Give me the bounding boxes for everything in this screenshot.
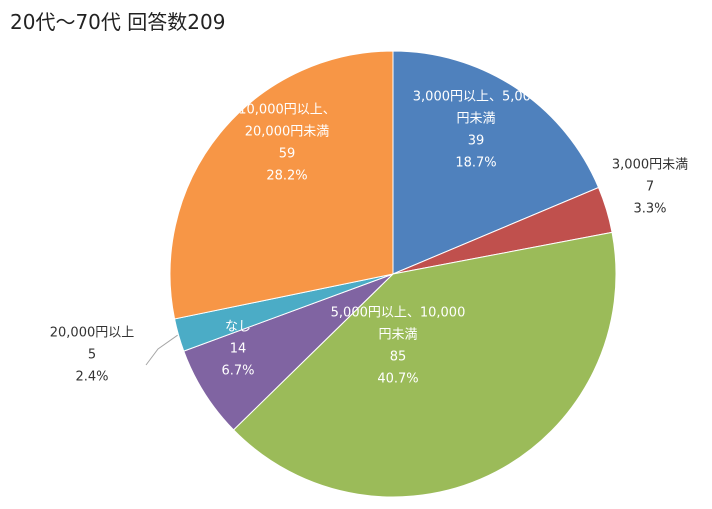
slice-count-4: 5 (88, 348, 96, 363)
slice-count-5: 59 (279, 147, 296, 162)
slice-percent-3: 6.7% (221, 364, 254, 379)
slice-percent-5: 28.2% (266, 169, 307, 184)
slice-label-line-4-0: 20,000円以上 (50, 326, 135, 341)
slice-percent-4: 2.4% (75, 370, 108, 385)
slice-label-line-5-0: 10,000円以上、 (238, 103, 336, 118)
leader-line-4 (145, 334, 178, 366)
slice-label-line-5-1: 20,000円未満 (245, 125, 330, 140)
slice-percent-0: 18.7% (455, 156, 496, 171)
slice-label-line-0-0: 3,000円以上、5,000 (413, 90, 539, 105)
slice-label-line-2-0: 5,000円以上、10,000 (331, 306, 466, 321)
slice-label-line-3-0: なし (225, 320, 251, 335)
slice-count-3: 14 (230, 342, 247, 357)
pie-slice-2 (232, 231, 617, 498)
slice-percent-2: 40.7% (377, 372, 418, 387)
slice-label-line-0-1: 円未満 (456, 112, 495, 127)
chart-title: 20代～70代 回答数209 (10, 10, 226, 34)
slice-count-1: 7 (646, 180, 654, 195)
slice-label-line-1-0: 3,000円未満 (612, 158, 688, 173)
slice-count-0: 39 (468, 134, 485, 149)
pie-slice-5 (169, 50, 394, 320)
slice-count-2: 85 (390, 350, 407, 365)
slice-percent-1: 3.3% (633, 202, 666, 217)
pie-slice-0 (392, 50, 600, 275)
slice-label-line-2-1: 円未満 (378, 328, 417, 343)
